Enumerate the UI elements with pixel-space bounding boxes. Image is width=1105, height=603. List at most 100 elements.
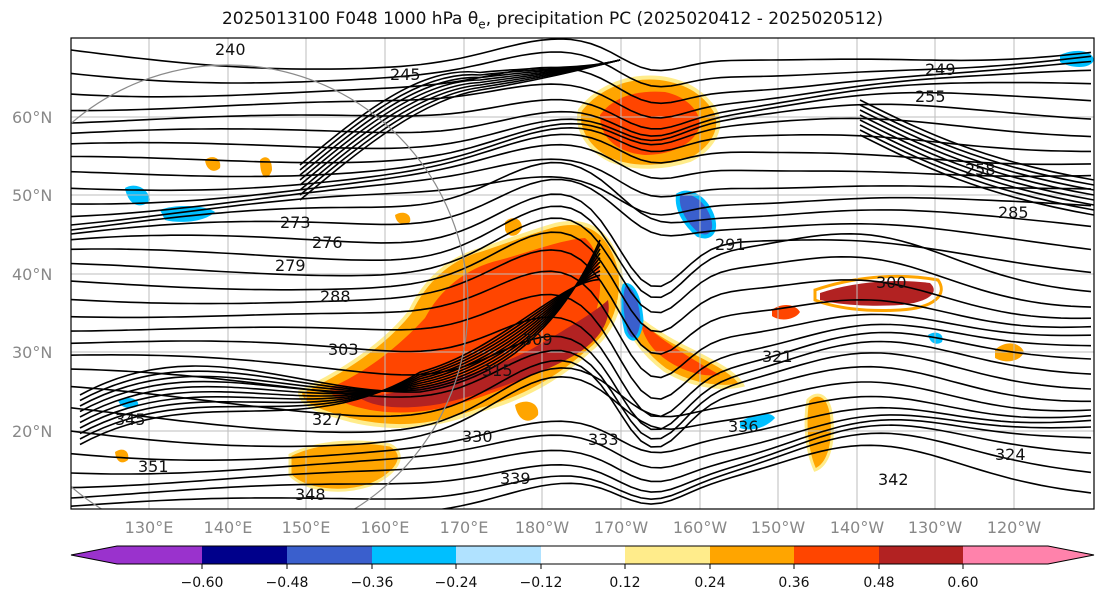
precip-trough-tail — [616, 299, 746, 389]
theta-e-contour-line — [71, 103, 1092, 150]
contour-label-321: 321 — [762, 347, 793, 366]
contour-label-300: 300 — [876, 273, 907, 292]
precip-negative-1 — [675, 190, 717, 239]
contour-label-345: 345 — [115, 410, 146, 429]
precip-east-band-halo — [813, 274, 943, 312]
theta-e-contour-line — [71, 81, 1092, 130]
theta-e-contour-line — [71, 406, 1092, 461]
frontal-contour-line — [859, 124, 1094, 206]
lat-label-50n: 50°N — [12, 186, 52, 205]
contour-label-351: 351 — [138, 457, 169, 476]
theta-e-contour-line — [71, 414, 1092, 475]
theta-e-contour-line — [71, 367, 1092, 434]
theta-e-contour-line — [71, 316, 1092, 418]
contour-label-339: 339 — [500, 469, 531, 488]
theta-e-contour-line — [71, 38, 1092, 72]
contour-label-327: 327 — [312, 410, 343, 429]
theta-e-contour-line — [71, 126, 1091, 178]
frontal-contour-line — [79, 252, 601, 413]
map-plot-area: 240 245 249 258 255 273 276 279 285 288 … — [71, 38, 1094, 509]
precip-west-spot-1 — [505, 218, 522, 236]
theta-e-contour-line — [71, 161, 1092, 231]
theta-e-contour-line — [71, 143, 1092, 205]
theta-e-contour-line — [71, 359, 1091, 448]
colorbar-label-neg048: −0.48 — [266, 575, 309, 591]
frontal-contour-line — [79, 244, 601, 402]
theta-e-contour-line — [71, 205, 1092, 299]
theta-e-contour-line — [71, 249, 1092, 355]
theta-e-contour-line — [71, 175, 1092, 226]
lat-label-20n: 20°N — [12, 422, 52, 441]
theta-e-contour-line — [71, 419, 1092, 489]
colorbar-label-neg060: −0.60 — [181, 575, 224, 591]
chart-title: 2025013100 F048 1000 hPa θe, precipitati… — [221, 9, 884, 32]
precip-negative-6 — [740, 413, 775, 430]
theta-e-contour-line — [71, 69, 1092, 119]
colorbar: −0.60 −0.48 −0.36 −0.24 −0.12 0.12 0.24 … — [70, 545, 1095, 591]
theta-e-contours — [71, 38, 1092, 509]
precip-west-spot-2 — [395, 212, 411, 225]
frontal-contours — [79, 59, 1094, 446]
colorbar-label-060: 0.60 — [947, 575, 978, 591]
precip-subtropical — [288, 440, 401, 492]
frontal-contour-line — [859, 109, 1094, 191]
contour-label-249: 249 — [925, 60, 956, 79]
frontal-contour-line — [859, 104, 1094, 186]
colorbar-extend-right — [1048, 546, 1094, 564]
contour-label-285: 285 — [998, 203, 1029, 222]
lon-label-140e: 140°E — [204, 518, 253, 537]
lat-label-60n: 60°N — [12, 108, 52, 127]
frontal-contour-line — [859, 114, 1094, 196]
frontal-contour-line — [859, 99, 1094, 181]
theta-e-contour-line — [71, 424, 1092, 499]
colorbar-bin-4 — [372, 546, 456, 564]
theta-e-contour-line — [71, 432, 1092, 507]
lon-label-140w: 140°W — [830, 518, 885, 537]
lon-label-130e: 130°E — [125, 518, 174, 537]
colorbar-bin-8 — [710, 546, 794, 564]
colorbar-bin-7 — [625, 546, 710, 564]
lon-label-150e: 150°E — [282, 518, 331, 537]
reference-circle — [71, 64, 469, 509]
contour-label-309: 309 — [522, 330, 553, 349]
frontal-contour-line — [859, 134, 1094, 216]
colorbar-label-neg036: −0.36 — [351, 575, 394, 591]
frontal-contour-line — [79, 239, 601, 396]
contour-labels: 240 245 249 258 255 273 276 279 285 288 … — [115, 40, 1029, 504]
colorbar-outline — [70, 545, 1095, 565]
colorbar-bin-11 — [963, 546, 1048, 564]
contour-label-240: 240 — [215, 40, 246, 59]
contour-label-273: 273 — [280, 213, 311, 232]
frontal-contour-line — [859, 119, 1094, 201]
lat-label-30n: 30°N — [12, 343, 52, 362]
colorbar-label-024: 0.24 — [694, 575, 725, 591]
frontal-contour-line — [79, 248, 601, 407]
lon-label-170w: 170°W — [594, 518, 649, 537]
precip-west-small — [115, 449, 129, 463]
theta-e-contour-line — [71, 60, 1092, 105]
contour-label-255: 255 — [915, 87, 946, 106]
lon-label-160e: 160°E — [361, 518, 410, 537]
contour-label-303: 303 — [328, 340, 359, 359]
contour-label-330: 330 — [462, 427, 493, 446]
lon-label-120w: 120°W — [987, 518, 1042, 537]
frontal-contour-line — [859, 129, 1094, 211]
colorbar-bin-6 — [541, 546, 625, 564]
colorbar-bin-1 — [117, 546, 202, 564]
colorbar-label-neg024: −0.24 — [435, 575, 478, 591]
contour-label-245: 245 — [390, 65, 421, 84]
theta-e-contour-line — [71, 178, 1092, 251]
theta-e-contour-line — [71, 349, 1092, 440]
precip-trough-tail-inner — [640, 320, 720, 376]
theta-e-contour-line — [71, 51, 1092, 88]
lat-label-40n: 40°N — [12, 265, 52, 284]
contour-label-348: 348 — [295, 485, 326, 504]
theta-e-contour-line — [71, 375, 1092, 448]
theta-e-contour-line — [71, 335, 1092, 431]
colorbar-label-036: 0.36 — [778, 575, 809, 591]
theta-e-contour-line — [71, 158, 1092, 218]
contour-label-333: 333 — [588, 430, 619, 449]
theta-e-contour-line — [71, 231, 1092, 333]
precip-south-spot — [515, 401, 539, 421]
lon-label-160w: 160°W — [673, 518, 728, 537]
